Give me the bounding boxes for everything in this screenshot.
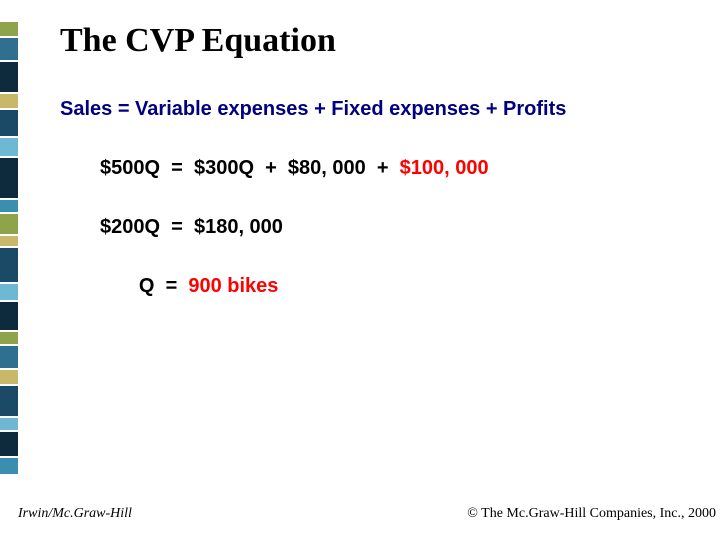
sidebar-stripe [0,332,18,344]
sidebar-stripe [0,284,18,300]
sidebar-stripe [0,248,18,282]
equation-line-1: $500Q = $300Q + $80, 000 + $100, 000 [100,157,700,180]
eq3-prefix: Q = [100,275,188,297]
sidebar-stripe [0,94,18,108]
sidebar-stripe [0,236,18,246]
sidebar-stripe [0,62,18,92]
sidebar-stripe [0,200,18,212]
equation-main: Sales = Variable expenses + Fixed expens… [60,98,700,121]
sidebar-stripe [0,432,18,456]
eq3-highlight: 900 bikes [188,275,278,297]
eq1-highlight: $100, 000 [400,157,489,179]
sidebar-stripe [0,22,18,36]
sidebar-stripe [0,346,18,368]
equation-line-3: Q = 900 bikes [100,275,700,298]
eq1-prefix: $500Q = $300Q + $80, 000 + [100,157,400,179]
sidebar-stripe [0,458,18,474]
decorative-sidebar [0,22,18,502]
sidebar-stripe [0,214,18,234]
sidebar-stripe [0,370,18,384]
sidebar-stripe [0,38,18,60]
sidebar-stripe [0,110,18,136]
sidebar-stripe [0,418,18,430]
sidebar-stripe [0,158,18,198]
footer-publisher: Irwin/Mc.Graw-Hill [18,506,132,522]
equation-line-2: $200Q = $180, 000 [100,216,700,239]
sidebar-stripe [0,138,18,156]
sidebar-stripe [0,386,18,416]
eq2-prefix: $200Q = $180, 000 [100,216,283,238]
sidebar-stripe [0,302,18,330]
slide-content: The CVP Equation Sales = Variable expens… [60,22,700,334]
slide-title: The CVP Equation [60,22,700,60]
footer-copyright: © The Mc.Graw-Hill Companies, Inc., 2000 [467,506,716,522]
